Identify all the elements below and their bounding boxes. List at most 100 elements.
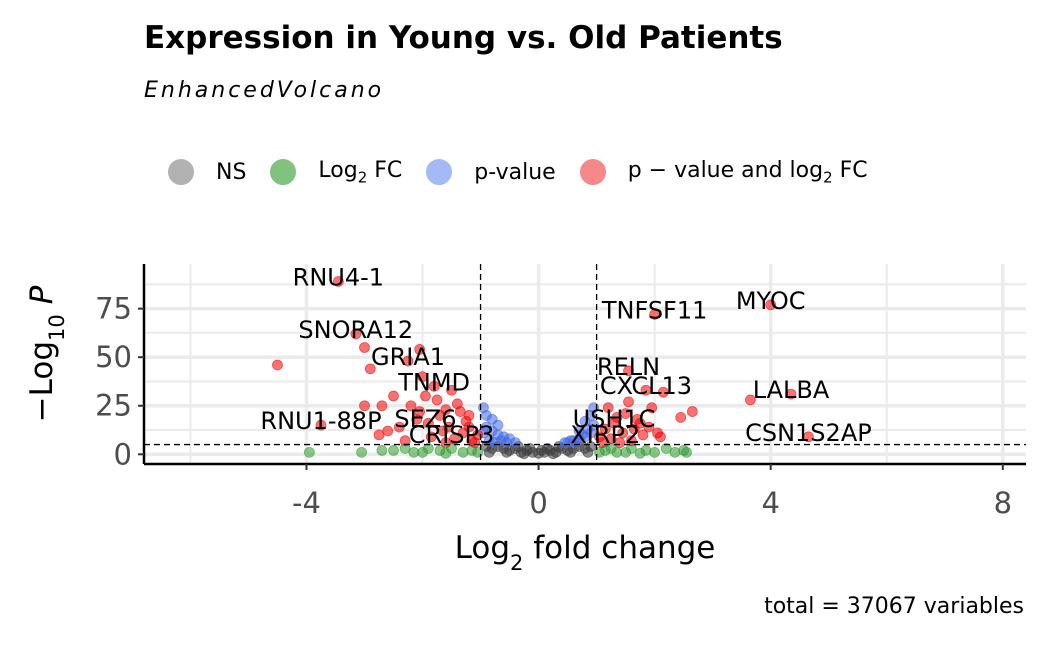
- y-tick-label: 75: [95, 292, 132, 326]
- data-point: [350, 328, 362, 340]
- gene-label: LALBA: [753, 376, 830, 404]
- data-point: [408, 446, 420, 458]
- gene-label: TNMD: [397, 368, 470, 396]
- data-point: [422, 443, 434, 454]
- data-point: [501, 446, 513, 458]
- legend-item: NS: [168, 159, 246, 185]
- x-tick-label: 8: [994, 486, 1012, 520]
- legend-key-icon: [270, 158, 297, 185]
- data-point: [422, 417, 434, 429]
- data-point: [388, 445, 399, 456]
- data-point: [405, 400, 417, 412]
- data-point: [785, 388, 797, 400]
- data-point: [744, 394, 756, 406]
- data-point: [434, 410, 446, 421]
- data-point: [420, 390, 431, 402]
- data-point: [518, 448, 530, 460]
- data-point: [582, 446, 594, 458]
- data-point: [509, 437, 521, 449]
- data-point: [573, 425, 585, 437]
- data-point: [602, 402, 614, 414]
- data-point: [669, 446, 681, 458]
- data-point: [617, 427, 629, 439]
- data-point: [640, 384, 652, 396]
- data-point: [451, 398, 463, 410]
- data-point: [376, 445, 388, 456]
- legend-item: Log2 FC: [270, 158, 402, 186]
- data-point: [649, 309, 661, 320]
- x-tick-label: -4: [292, 486, 321, 520]
- gene-label: RELN: [597, 353, 660, 381]
- gene-label: CXCL13: [600, 372, 692, 400]
- gene-label: TNFSF11: [601, 296, 708, 324]
- data-point: [359, 342, 370, 353]
- data-point: [359, 400, 370, 412]
- legend-label: NS: [216, 159, 247, 185]
- data-point: [463, 421, 475, 433]
- data-point: [483, 446, 495, 458]
- y-tick-label: 50: [95, 340, 132, 374]
- chart-subtitle: EnhancedVolcano: [144, 78, 385, 103]
- data-point: [492, 419, 504, 431]
- data-point: [425, 431, 437, 443]
- data-point: [686, 406, 698, 417]
- data-point: [303, 446, 315, 458]
- data-point: [620, 446, 632, 458]
- data-point: [579, 415, 591, 427]
- data-point: [417, 371, 428, 383]
- data-point: [443, 421, 455, 433]
- data-point: [399, 435, 411, 447]
- data-point: [356, 446, 367, 458]
- data-point: [457, 446, 469, 458]
- data-point: [393, 421, 405, 433]
- legend-label: Log2 FC: [318, 157, 403, 187]
- data-point: [652, 427, 663, 439]
- chart-caption: total = 37067 variables: [764, 594, 1024, 619]
- gene-label: RNU1-88P: [260, 407, 381, 435]
- data-point: [315, 419, 327, 431]
- gene-label: RNU4-1: [293, 263, 384, 291]
- data-point: [637, 429, 649, 441]
- data-point: [431, 394, 443, 406]
- gene-label: XIRP2: [570, 421, 640, 449]
- data-point: [646, 402, 658, 414]
- data-point: [565, 435, 576, 447]
- x-tick-label: 4: [761, 486, 779, 520]
- gene-label: USH1C: [573, 405, 656, 433]
- data-point: [272, 359, 283, 371]
- data-point: [547, 448, 559, 460]
- legend-key-icon: [168, 159, 194, 185]
- legend-label: p-value: [474, 159, 556, 185]
- data-point: [440, 447, 452, 459]
- legend-key-icon: [426, 159, 453, 185]
- data-point: [428, 380, 440, 392]
- data-point: [634, 417, 646, 429]
- gene-label: CRISP3: [409, 421, 495, 449]
- data-point: [599, 423, 611, 435]
- data-point: [611, 411, 623, 423]
- data-point: [364, 363, 376, 375]
- data-point: [623, 396, 634, 408]
- data-point: [382, 425, 394, 437]
- legend: NS Log2 FC p-value p − value and log2 FC: [168, 152, 892, 192]
- gene-label: MYOC: [736, 287, 806, 315]
- legend-label: p − value and log2 FC: [627, 157, 868, 187]
- data-point: [414, 406, 426, 417]
- gene-label: GRIA1: [371, 343, 445, 371]
- gene-label: SEZ6: [394, 405, 456, 433]
- data-point: [402, 355, 414, 367]
- data-point: [414, 344, 426, 355]
- data-point: [536, 445, 547, 456]
- data-point: [681, 446, 692, 458]
- data-point: [623, 365, 634, 377]
- data-point: [626, 435, 637, 447]
- legend-item: p-value: [426, 159, 556, 185]
- x-tick-label: 0: [529, 486, 547, 520]
- gene-label: SNORA12: [298, 316, 413, 344]
- legend-item: p − value and log2 FC: [579, 157, 868, 187]
- data-point: [675, 411, 687, 423]
- data-point: [657, 386, 669, 398]
- y-tick-label: 0: [114, 437, 132, 471]
- y-axis-title: −Log10 P: [24, 285, 69, 422]
